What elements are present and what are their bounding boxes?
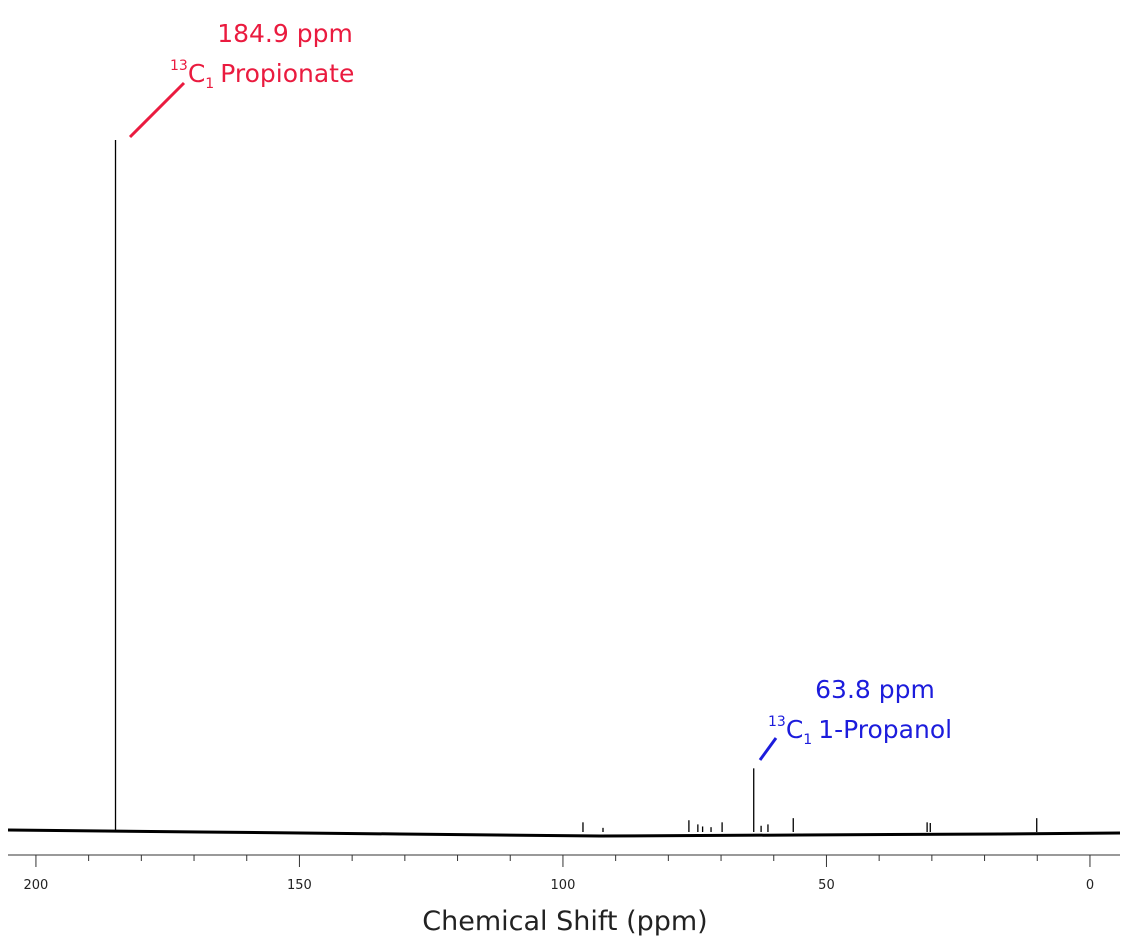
x-axis-title: Chemical Shift (ppm) [422, 906, 707, 937]
isotope: 13 [768, 714, 786, 730]
annotation-pointer [758, 737, 778, 761]
annotation-label: 13C1 1-Propanol [768, 714, 952, 748]
x-tick-label: 200 [24, 878, 49, 893]
position: 1 [205, 76, 214, 92]
isotope: 13 [170, 58, 188, 74]
compound: 1-Propanol [818, 715, 952, 744]
annotation-ppm: 184.9 ppm [217, 19, 353, 48]
x-tick-label: 0 [1086, 878, 1094, 893]
x-tick-label: 100 [551, 878, 576, 893]
annotation: 63.8 ppm 13C1 1-Propanol [768, 675, 952, 748]
annotation: 184.9 ppm 13C1 Propionate [170, 19, 354, 92]
annotation-ppm: 63.8 ppm [815, 675, 935, 704]
annotation-label: 13C1 Propionate [170, 58, 354, 92]
baseline [7, 828, 1121, 838]
compound: Propionate [220, 59, 354, 88]
x-tick-label: 150 [287, 878, 312, 893]
x-tick-label: 50 [818, 878, 835, 893]
element: C [786, 715, 803, 744]
position: 1 [803, 732, 812, 748]
annotation-pointer [128, 81, 186, 139]
element: C [188, 59, 205, 88]
